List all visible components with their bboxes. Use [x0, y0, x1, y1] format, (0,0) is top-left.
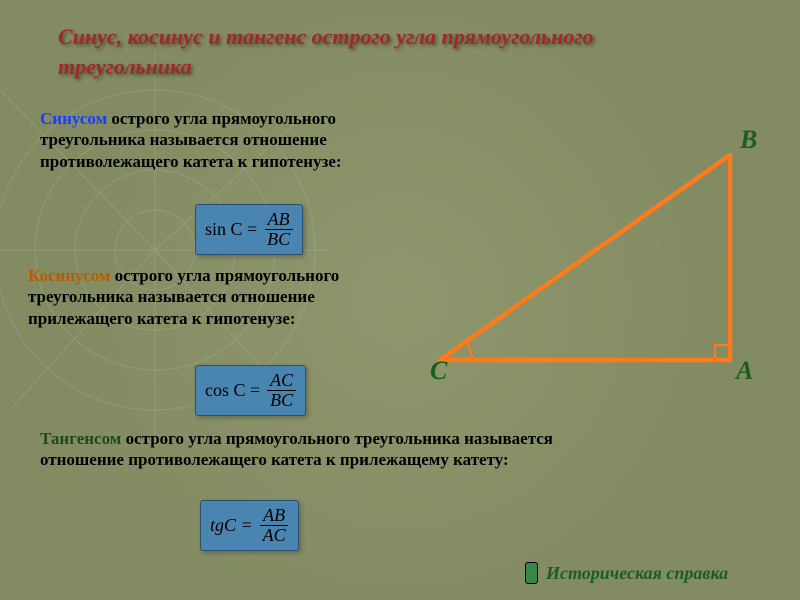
vertex-c-label: C	[430, 356, 447, 386]
sin-lead: Синусом	[40, 109, 107, 128]
history-icon	[525, 562, 538, 584]
definition-tan: Тангенсом острого угла прямоугольного тр…	[40, 428, 610, 471]
formula-tan: tgC = AB AC	[200, 500, 299, 551]
tan-lhs: tgC =	[210, 515, 258, 536]
tan-lead: Тангенсом	[40, 429, 121, 448]
cos-fraction: AC BC	[267, 371, 296, 410]
formula-sin: sin C = AB BC	[195, 204, 303, 255]
cos-num: AC	[267, 371, 296, 391]
history-text: Историческая справка	[546, 563, 728, 584]
tan-num: AB	[260, 506, 288, 526]
sin-num: AB	[265, 210, 293, 230]
cos-lhs: cos C =	[205, 380, 265, 401]
definition-sin: Синусом острого угла прямоугольного треу…	[40, 108, 390, 172]
sin-den: BC	[264, 230, 293, 249]
sin-lhs: sin C =	[205, 219, 262, 240]
vertex-b-label: B	[740, 125, 757, 155]
title-text: Синус, косинус и тангенс острого угла пр…	[58, 24, 593, 79]
tan-fraction: AB AC	[260, 506, 289, 545]
triangle-svg	[420, 125, 770, 385]
cos-lead: Косинусом	[28, 266, 110, 285]
history-link[interactable]: Историческая справка	[525, 562, 728, 584]
definition-cos: Косинусом острого угла прямоугольного тр…	[28, 265, 398, 329]
formula-cos: cos C = AC BC	[195, 365, 306, 416]
triangle-diagram: B A C	[420, 125, 770, 385]
page-title: Синус, косинус и тангенс острого угла пр…	[58, 22, 658, 81]
tan-den: AC	[260, 526, 289, 545]
vertex-a-label: A	[736, 356, 753, 386]
sin-fraction: AB BC	[264, 210, 293, 249]
cos-den: BC	[267, 391, 296, 410]
